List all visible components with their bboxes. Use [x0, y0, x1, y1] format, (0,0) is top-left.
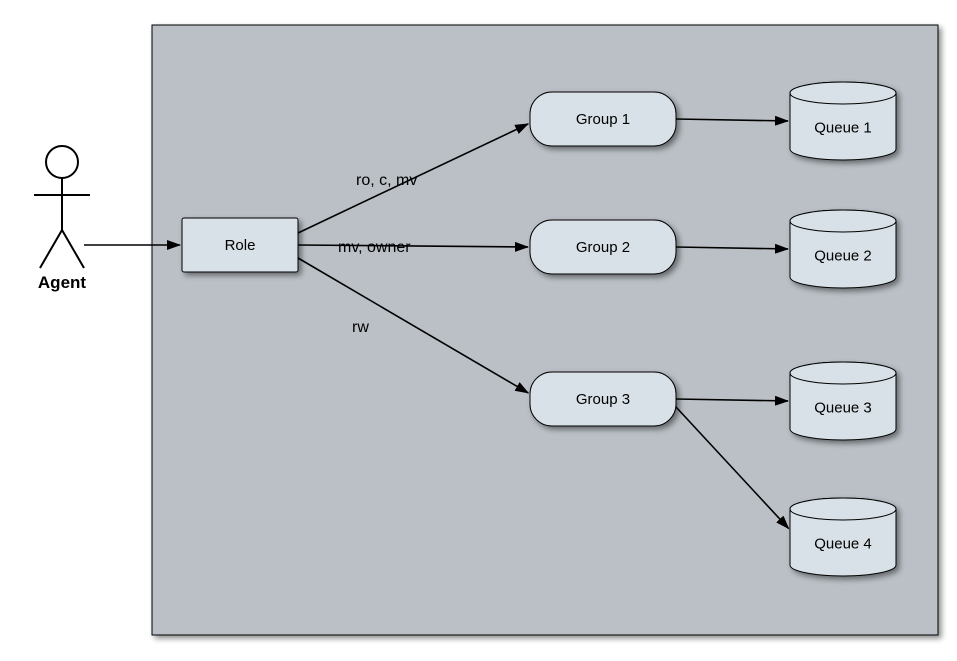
queue1-label: Queue 1 [814, 119, 872, 136]
queue4-label: Queue 4 [814, 535, 872, 552]
queue3-label: Queue 3 [814, 399, 872, 416]
agent-leg-left [40, 230, 62, 268]
group3-label: Group 3 [576, 391, 630, 408]
queue2-label: Queue 2 [814, 247, 872, 264]
group2-label: Group 2 [576, 239, 630, 256]
edge-label-role-group2: mv, owner [338, 239, 411, 256]
group1-label: Group 1 [576, 111, 630, 128]
edge-label-role-group3: rw [352, 319, 369, 336]
role-label: Role [225, 237, 256, 254]
agent-head-icon [46, 146, 78, 178]
edge-label-role-group1: ro, c, mv [356, 172, 417, 189]
agent-actor: Agent [34, 146, 90, 292]
diagram-canvas: Role Group 1 Group 2 Group 3 Queue 1 Queue 2 Q… [0, 0, 957, 661]
agent-leg-right [62, 230, 84, 268]
agent-label: Agent [38, 273, 87, 292]
